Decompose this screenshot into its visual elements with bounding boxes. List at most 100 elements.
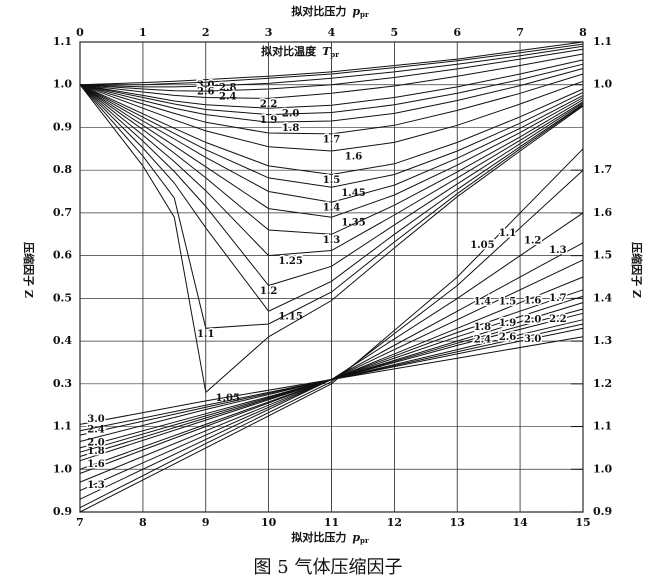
series-label: 1.05	[470, 240, 494, 251]
y-tick-label: 0.3	[53, 377, 72, 390]
series-label: 1.4	[474, 296, 491, 307]
series-label: 1.6	[345, 151, 362, 162]
series-start-label: 2.0	[87, 437, 104, 448]
curve	[79, 148, 584, 513]
x-tick-label: 8	[579, 26, 587, 39]
series-label: 3.0	[524, 334, 541, 345]
x-tick-label: 3	[265, 26, 273, 39]
x-tick-label: 7	[76, 516, 84, 529]
x-tick-label: 6	[453, 26, 461, 39]
curve	[79, 59, 584, 109]
x-tick-label: 13	[450, 516, 465, 529]
series-label: 1.5	[499, 296, 516, 307]
curve	[79, 84, 584, 235]
series-label: 2.0	[524, 315, 541, 326]
curve	[79, 84, 584, 203]
y-tick-label: 1.0	[53, 462, 72, 475]
curve	[79, 84, 584, 188]
y2-tick-label: 1.2	[593, 377, 612, 390]
series-start-label: 1.3	[87, 480, 104, 491]
curve	[79, 336, 584, 425]
series-label: 2.6	[499, 332, 516, 343]
curve	[79, 84, 584, 257]
curve	[79, 45, 584, 88]
x-tick-label: 14	[512, 516, 528, 529]
y-tick-label: 1.1	[53, 420, 72, 433]
y2-axis-title: 压缩因子 Z	[630, 242, 644, 298]
x-tick-label: 15	[575, 516, 590, 529]
axis-title-text: 拟对比压力	[291, 530, 346, 544]
curve	[80, 43, 584, 86]
x-tick-label: 5	[391, 26, 399, 39]
x-tick-label: 7	[516, 26, 524, 39]
series-label: 1.2	[524, 236, 541, 247]
y-tick-label: 0.9	[53, 120, 72, 133]
series-label: 1.6	[524, 295, 541, 306]
series-label: 2.4	[474, 335, 491, 346]
y-axis-title: 压缩因子 Z	[22, 242, 36, 298]
curve	[79, 84, 584, 329]
curve	[79, 80, 584, 152]
caption: 图 5 气体压缩因子	[254, 557, 403, 578]
series-label: 1.35	[341, 218, 365, 229]
series-start-label: 1.6	[87, 459, 104, 470]
series-label: 1.8	[474, 322, 491, 333]
legend-symbol-sub: pr	[330, 50, 339, 59]
y-tick-label: 1.0	[53, 78, 72, 91]
curve	[79, 68, 584, 123]
x-tick-label: 12	[387, 516, 402, 529]
series-label: 1.45	[341, 188, 365, 199]
y2-tick-label: 1.4	[593, 291, 612, 304]
axis-symbol-sub: pr	[360, 10, 369, 19]
x-tick-label: 8	[139, 516, 147, 529]
curve	[79, 41, 584, 86]
y-tick-label: 0.4	[53, 334, 72, 347]
curve	[79, 48, 584, 92]
bottom-axis-title: 拟对比压力 ppr	[291, 530, 369, 545]
curve	[79, 84, 584, 287]
y-tick-label: 0.5	[53, 291, 72, 304]
series-label: 1.9	[499, 318, 516, 329]
y-tick-label: 1.1	[53, 35, 72, 48]
y2-tick-label: 1.6	[593, 206, 612, 219]
curve	[79, 169, 584, 509]
axis-symbol: p	[352, 5, 360, 18]
curve	[79, 73, 584, 135]
curve	[79, 53, 584, 99]
x-tick-label: 11	[324, 516, 339, 529]
axis-symbol: p	[352, 531, 360, 544]
y2-tick-label: 1.1	[593, 35, 612, 48]
curve	[79, 84, 584, 312]
y2-tick-label: 1.0	[593, 78, 612, 91]
series-label: 2.2	[549, 314, 566, 325]
series-start-label: 3.0	[87, 414, 104, 425]
curve	[79, 63, 584, 116]
x-tick-label: 4	[328, 26, 336, 39]
y-tick-label: 0.7	[53, 206, 72, 219]
x-tick-label: 9	[202, 516, 210, 529]
series-label: 1.8	[282, 123, 299, 134]
x-tick-label: 1	[139, 26, 147, 39]
x-tick-label: 2	[202, 26, 210, 39]
top-axis-title: 拟对比压力 ppr	[291, 4, 369, 19]
x-tick-label: 0	[76, 26, 84, 39]
curve	[79, 84, 584, 218]
series-label: 2.4	[219, 92, 236, 103]
y2-tick-label: 1.3	[593, 334, 612, 347]
legend-title: 拟对比温度 Tpr	[261, 44, 339, 59]
y2-tick-label: 1.7	[593, 163, 612, 176]
axis-title-text: 拟对比压力	[291, 4, 346, 18]
y2-tick-label: 1.1	[593, 420, 612, 433]
x-tick-label: 10	[261, 516, 277, 529]
series-start-label: 1.8	[87, 446, 104, 457]
y2-tick-label: 0.9	[593, 505, 612, 518]
series-label: 1.3	[549, 245, 566, 256]
y-tick-label: 0.8	[53, 163, 72, 176]
y2-tick-label: 1.5	[593, 249, 612, 262]
legend-symbol: T	[322, 45, 331, 58]
legend-title-text: 拟对比温度	[261, 44, 317, 58]
y-tick-label: 0.6	[53, 249, 72, 262]
series-label: 1.1	[499, 228, 516, 239]
series-label: 1.7	[549, 293, 566, 304]
